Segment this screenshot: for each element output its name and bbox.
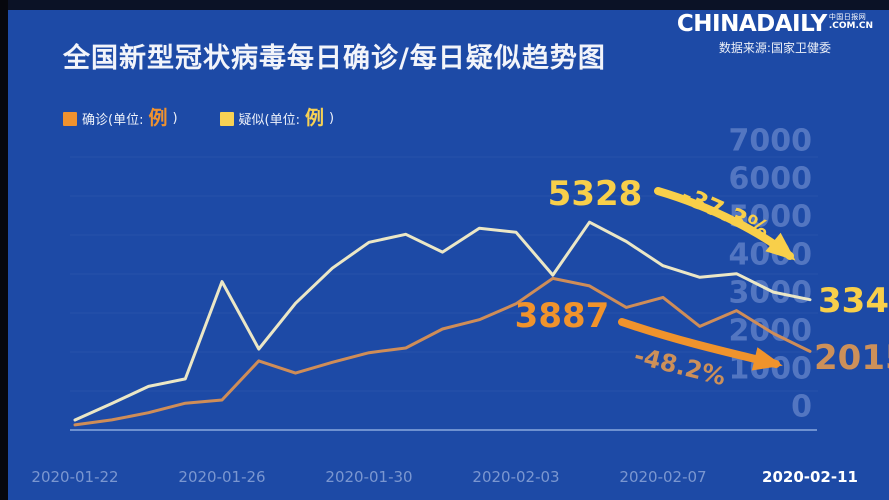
confirmed-peak-label: 3887 xyxy=(515,296,610,336)
confirmed-trend-arrow xyxy=(618,318,783,371)
x-axis-tick-label: 2020-02-07 xyxy=(619,468,706,486)
suspected-swatch-icon xyxy=(219,111,234,126)
x-axis-tick-label: 2020-02-03 xyxy=(472,468,559,486)
confirmed-end-label: 2015 xyxy=(814,338,889,378)
left-letterbox-bar xyxy=(0,0,8,500)
x-axis-tick-label: 2020-01-22 xyxy=(31,468,118,486)
suspected-end-label: 3342 xyxy=(818,281,889,321)
chinadaily-chinese-name: 中国日报网 xyxy=(828,13,867,21)
legend-suspected-prefix: 疑似(单位: xyxy=(238,113,300,128)
x-axis-tick-label: 2020-01-26 xyxy=(178,468,265,486)
legend-suspected-suffix: ) xyxy=(329,111,335,126)
suspected-line xyxy=(73,220,812,422)
y-axis-tick-label: 7000 xyxy=(729,124,813,159)
legend-confirmed-suffix: ) xyxy=(172,111,178,126)
chinadaily-logo: CHINADAILY 中国日报网 .COM.CN 数据来源:国家卫健委 xyxy=(677,13,873,56)
legend-confirmed-prefix: 确诊(单位: xyxy=(82,113,144,128)
suspected-peak-label: 5328 xyxy=(548,174,643,214)
x-axis-tick-label: 2020-02-11 xyxy=(762,468,858,486)
y-axis-tick-label: 6000 xyxy=(729,162,813,197)
legend: 确诊(单位: 例 ) 疑似(单位: 例 ) xyxy=(63,109,334,128)
legend-suspected-unit: 例 xyxy=(305,107,325,129)
x-axis-tick-label: 2020-01-30 xyxy=(325,468,412,486)
data-source-note: 数据来源:国家卫健委 xyxy=(718,41,831,55)
top-letterbox-bar xyxy=(0,0,889,10)
y-axis-tick-label: 0 xyxy=(791,390,812,425)
legend-confirmed-unit: 例 xyxy=(148,107,168,129)
page-title: 全国新型冠状病毒每日确诊/每日疑似趋势图 xyxy=(63,43,606,74)
chinadaily-wordmark: CHINADAILY xyxy=(676,11,827,37)
confirmed-swatch-icon xyxy=(63,111,77,126)
y-axis-tick-label: 3000 xyxy=(729,276,813,311)
legend-item-confirmed: 确诊(单位: 例 ) xyxy=(63,109,178,128)
confirmed-line xyxy=(73,276,812,427)
suspected-trend-arrow xyxy=(654,187,796,261)
chinadaily-domain: .COM.CN xyxy=(828,20,873,31)
legend-item-suspected: 疑似(单位: 例 ) xyxy=(219,107,335,129)
